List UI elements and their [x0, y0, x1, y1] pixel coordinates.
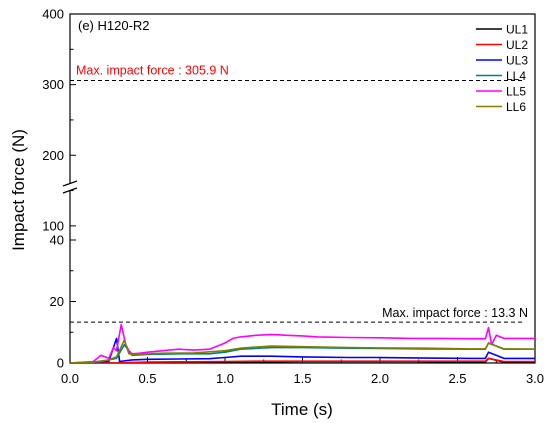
y-tick-label: 40 — [50, 233, 64, 248]
panel-label: (e) H120-R2 — [78, 18, 150, 33]
annotations: Max. impact force : 305.9 N Max. impact f… — [70, 63, 528, 323]
x-tick-label: 2.5 — [448, 371, 466, 386]
legend-label-ll4: LL4 — [506, 69, 526, 83]
series-line-ul2 — [70, 357, 535, 363]
axis-break-mark-upper — [62, 180, 78, 187]
y-axis-title: Impact force (N) — [9, 129, 28, 251]
x-tick-label: 2.0 — [371, 371, 389, 386]
x-tick-label: 3.0 — [526, 371, 544, 386]
y-tick-label: 0 — [57, 356, 64, 371]
legend-label-ll5: LL5 — [506, 85, 526, 99]
x-tick-label: 1.5 — [293, 371, 311, 386]
legend-label-ul3: UL3 — [506, 54, 528, 68]
series-line-ll6 — [70, 339, 535, 363]
y-tick-label: 100 — [42, 218, 64, 233]
series-line-ll5 — [70, 323, 535, 363]
y-tick-label: 300 — [42, 77, 64, 92]
y-tick-label: 400 — [42, 7, 64, 22]
legend-label-ul2: UL2 — [506, 38, 528, 52]
series-line-ul3 — [70, 337, 535, 363]
y-tick-label: 20 — [50, 294, 64, 309]
y-tick-label: 200 — [42, 148, 64, 163]
legend-label-ll6: LL6 — [506, 100, 526, 114]
max-force-label: Max. impact force : 305.9 N — [76, 63, 229, 77]
axis-break-gap — [64, 183, 74, 191]
x-tick-label: 1.0 — [216, 371, 234, 386]
x-axis-title: Time (s) — [271, 400, 333, 419]
data-series — [70, 323, 535, 363]
x-tick-label: 0.5 — [138, 371, 156, 386]
max-force-label: Max. impact force : 13.3 N — [382, 306, 528, 320]
legend-label-ul1: UL1 — [506, 23, 528, 37]
x-tick-label: 0.0 — [61, 371, 79, 386]
